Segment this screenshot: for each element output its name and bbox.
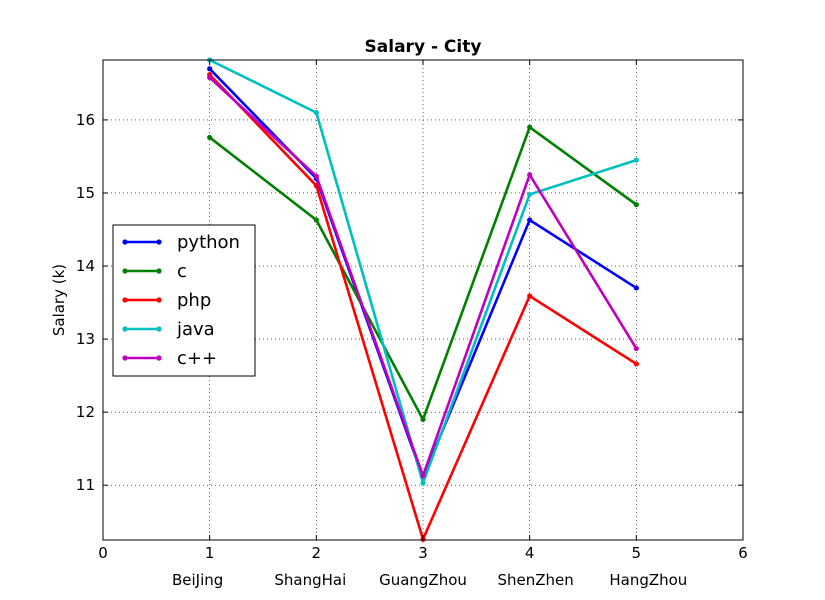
data-point: [527, 172, 533, 178]
x-tick-label: 0: [98, 544, 108, 562]
legend-swatch-dot: [156, 355, 162, 361]
legend-swatch-dot: [122, 355, 128, 361]
chart-title: Salary - City: [365, 37, 482, 57]
x-tick-label: 2: [312, 544, 322, 562]
legend-swatch-dot: [122, 268, 128, 274]
series-php: [207, 72, 639, 544]
x-tick-label: 4: [525, 544, 535, 562]
legend-swatch-dot: [156, 239, 162, 245]
y-tick-label: 15: [76, 184, 95, 202]
series-layer: [207, 57, 639, 544]
legend-item-c++: c++: [122, 348, 217, 369]
legend-swatch-dot: [156, 297, 162, 303]
legend-swatch-dot: [156, 326, 162, 332]
y-tick-label: 13: [76, 330, 95, 348]
data-point: [633, 361, 639, 367]
legend-label: java: [176, 319, 215, 340]
legend-swatch-dot: [122, 297, 128, 303]
data-point: [420, 416, 426, 423]
legend-item-c: c: [122, 261, 187, 282]
legend-item-php: php: [122, 290, 211, 311]
legend: python c php java c++: [112, 224, 256, 377]
legend-swatch-dot: [156, 268, 162, 274]
legend-label: c: [177, 261, 187, 282]
x-tick-label: 3: [418, 544, 428, 562]
data-point: [633, 345, 639, 352]
data-point: [633, 157, 639, 163]
data-point: [207, 134, 213, 141]
y-tick-label: 12: [76, 403, 95, 421]
y-tick-label: 16: [76, 111, 95, 129]
data-point: [633, 285, 639, 291]
legend-swatch-dot: [122, 326, 128, 332]
x-tick-label: 6: [738, 544, 748, 562]
data-point: [313, 217, 319, 223]
legend-label: php: [177, 290, 211, 311]
data-point: [313, 183, 319, 189]
series-c++: [207, 74, 639, 480]
data-point: [527, 293, 533, 299]
data-point: [527, 217, 533, 223]
series-java: [207, 57, 639, 488]
data-point: [420, 473, 426, 479]
data-point: [420, 480, 426, 486]
series-line: [208, 125, 638, 423]
category-label: HangZhou: [609, 571, 687, 589]
category-label: ShenZhen: [498, 571, 574, 589]
category-label: ShangHai: [274, 571, 346, 589]
data-point: [313, 110, 319, 116]
data-point: [313, 173, 319, 179]
x-tick-label: 1: [205, 544, 215, 562]
category-label: BeiJing: [172, 571, 223, 589]
data-point: [207, 74, 213, 81]
data-point: [207, 66, 213, 72]
series-c: [207, 124, 639, 423]
x-tick-label: 5: [632, 544, 642, 562]
y-tick-label: 11: [76, 476, 95, 494]
y-tick-label: 14: [76, 257, 95, 275]
legend-item-python: python: [122, 232, 240, 253]
y-axis-label: Salary (k): [50, 264, 68, 336]
category-label: GuangZhou: [379, 571, 467, 589]
legend-swatch-dot: [122, 239, 128, 245]
data-point: [527, 124, 533, 130]
data-point: [527, 191, 533, 198]
legend-label: c++: [177, 348, 217, 369]
data-point: [633, 202, 639, 208]
legend-label: python: [177, 232, 240, 253]
legend-item-java: java: [122, 319, 215, 340]
